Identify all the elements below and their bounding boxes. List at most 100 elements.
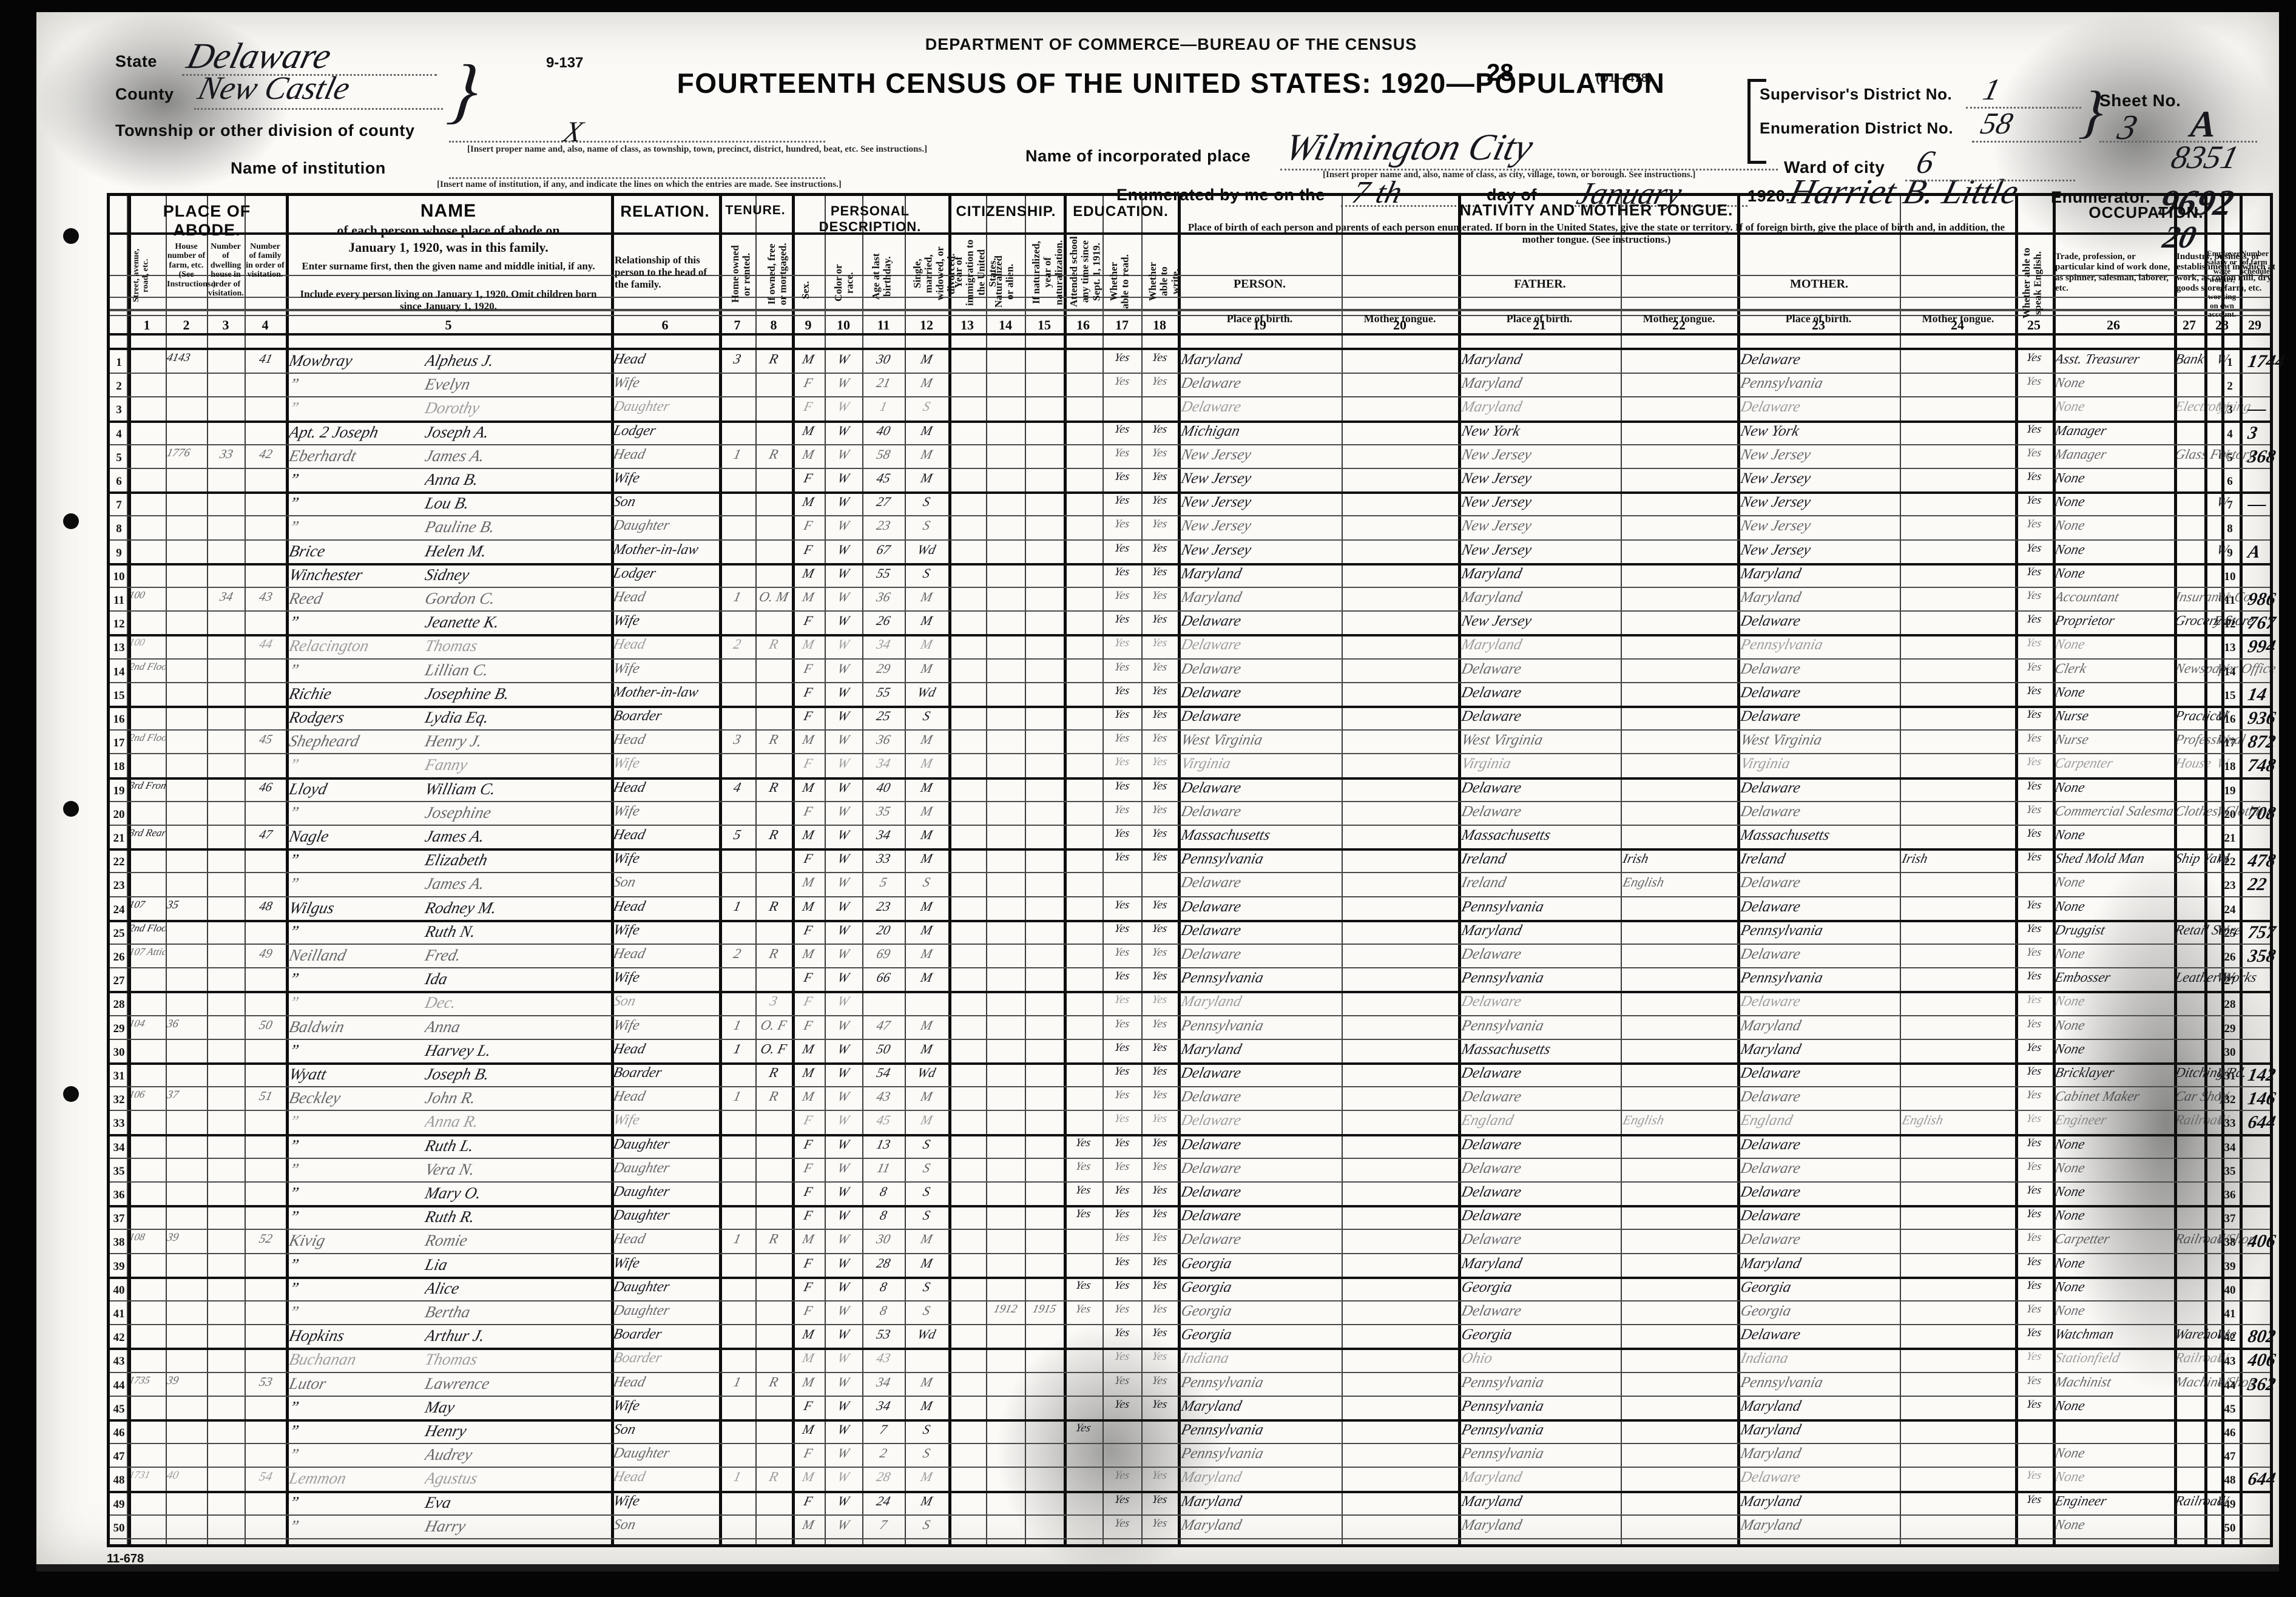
cell-write: Yes xyxy=(1150,1136,1169,1149)
cell-pob: New Jersey xyxy=(1179,541,1253,558)
cell-write: Yes xyxy=(1150,851,1169,864)
cell-age: 67 xyxy=(875,541,893,557)
row-divider xyxy=(110,1157,2270,1159)
cell-sex: M xyxy=(801,1422,816,1437)
cell-race: W xyxy=(836,1065,851,1080)
cell-sex: F xyxy=(802,470,814,485)
cell-pob: Pennsylvania xyxy=(1179,970,1265,987)
cell-sex: M xyxy=(801,422,816,438)
cell-ms: S xyxy=(921,1422,932,1437)
row-number-left: 35 xyxy=(113,1164,125,1178)
cell-write: Yes xyxy=(1150,589,1169,602)
margin-annotation: 22 xyxy=(2246,874,2268,895)
cell-given: Henry xyxy=(423,1422,469,1440)
row-divider xyxy=(110,1348,2270,1351)
col-number-19: 19 xyxy=(1253,317,1266,333)
cell-write: Yes xyxy=(1150,494,1169,507)
cell-given: Lydia Eq. xyxy=(423,708,491,726)
cell-write: Yes xyxy=(1150,684,1169,697)
row-number-left: 42 xyxy=(113,1331,125,1345)
cell-write: Yes xyxy=(1150,1350,1169,1363)
cell-pob: Delaware xyxy=(1179,1207,1243,1224)
cell-read: Yes xyxy=(1113,732,1131,745)
cell-relation: Daughter xyxy=(612,1445,672,1462)
cell-mpob: Ireland xyxy=(1738,851,1787,868)
col-number-12: 12 xyxy=(920,317,933,333)
cell-pob: Virginia xyxy=(1179,755,1232,772)
cell-age: 58 xyxy=(875,446,893,462)
margin-annotation: — xyxy=(2246,399,2268,419)
name-sub-4: Include every person living on January 1… xyxy=(300,288,597,312)
cell-relation: Boarder xyxy=(612,1350,664,1366)
cell-fpob: Pennsylvania xyxy=(1459,1017,1545,1034)
cell-ms: M xyxy=(919,1469,934,1485)
cell-age: 36 xyxy=(875,732,893,748)
cell-race: W xyxy=(836,1207,851,1223)
row-number-left: 18 xyxy=(113,760,125,774)
cell-mpob: Delaware xyxy=(1738,1184,1802,1200)
row-divider xyxy=(110,1324,2270,1326)
row-number-left: 3 xyxy=(116,403,122,417)
col-number-27: 27 xyxy=(2183,317,2196,333)
institution-note: [Insert name of institution, if any, and… xyxy=(437,180,842,189)
cell-pob: Maryland xyxy=(1179,565,1243,582)
cell-occ: None xyxy=(2053,541,2087,557)
row-number-right: 19 xyxy=(2224,784,2236,797)
row-divider xyxy=(110,396,2270,398)
group-title-place-of-abode: PLACE OF ABODE. xyxy=(163,202,251,239)
row-number-right: 36 xyxy=(2224,1189,2236,1201)
cell-mpob: Maryland xyxy=(1738,1493,1803,1510)
row-number-right: 50 xyxy=(2224,1521,2236,1535)
cell-race: W xyxy=(836,1160,851,1175)
row-number-right: 45 xyxy=(2224,1402,2236,1416)
cell-eng: Yes xyxy=(2025,613,2043,626)
row-number-left: 8 xyxy=(116,522,122,536)
cell-surname: ” xyxy=(287,1278,301,1297)
institution-label: Name of institution xyxy=(231,159,386,177)
cell-ms: Wd xyxy=(916,1065,937,1080)
cell-age: 11 xyxy=(876,1160,892,1175)
cell-occ: Manager xyxy=(2053,422,2109,438)
col-number-20: 20 xyxy=(1393,317,1406,333)
cell-occ: Engineer xyxy=(2053,1112,2109,1128)
cell-surname: Apt. 2 Joseph xyxy=(287,422,380,441)
cell-fpob: New Jersey xyxy=(1459,613,1533,630)
row-number-right: 25 xyxy=(2224,927,2236,940)
cell-given: Dec. xyxy=(423,993,458,1012)
col16-header-label: Attended school any time since Sept. 1, … xyxy=(1068,236,1102,308)
cell-pob: Maryland xyxy=(1179,589,1243,606)
cell-surname: ” xyxy=(287,874,301,893)
cell-pob: New Jersey xyxy=(1179,470,1253,487)
row-number-left: 9 xyxy=(116,546,122,559)
cell-write: Yes xyxy=(1150,803,1169,816)
row-number-left: 30 xyxy=(113,1045,125,1059)
cell-age: 29 xyxy=(875,660,893,676)
cell-ms: S xyxy=(921,494,932,510)
cell-occ: Nurse xyxy=(2053,732,2090,748)
cell-ms: Wd xyxy=(916,684,937,700)
cell-occ: None xyxy=(2053,399,2087,414)
row-number-right: 38 xyxy=(2224,1236,2236,1249)
cell-write: Yes xyxy=(1150,898,1169,911)
cell-race: W xyxy=(836,827,851,842)
cell-read: Yes xyxy=(1113,470,1131,483)
cell-fpob: New Jersey xyxy=(1459,470,1533,487)
cell-ms: M xyxy=(919,1231,934,1247)
cell-sch: Yes xyxy=(1074,1422,1092,1434)
cell-sex: M xyxy=(801,351,816,366)
cell-mpob: Delaware xyxy=(1738,1136,1802,1153)
cell-age: 25 xyxy=(875,708,893,723)
cell-read: Yes xyxy=(1113,1017,1131,1030)
cell-sex: M xyxy=(801,589,816,604)
col12-header-label: Single, married, widowed, or divorced. xyxy=(911,246,957,301)
cell-age: 69 xyxy=(875,946,893,961)
group-title-nativity: NATIVITY AND MOTHER TONGUE. xyxy=(1459,201,1734,219)
margin-annotation: 644 xyxy=(2246,1469,2277,1490)
cell-eng: Yes xyxy=(2025,1017,2043,1030)
cell-given: Audrey xyxy=(423,1445,474,1464)
row-number-left: 28 xyxy=(113,998,125,1011)
col13-header-label: Year of immigration to the United States… xyxy=(953,239,999,306)
cell-relation: Son xyxy=(612,874,638,891)
cell-emp: W xyxy=(2215,732,2230,748)
cell-sex: F xyxy=(802,922,814,937)
